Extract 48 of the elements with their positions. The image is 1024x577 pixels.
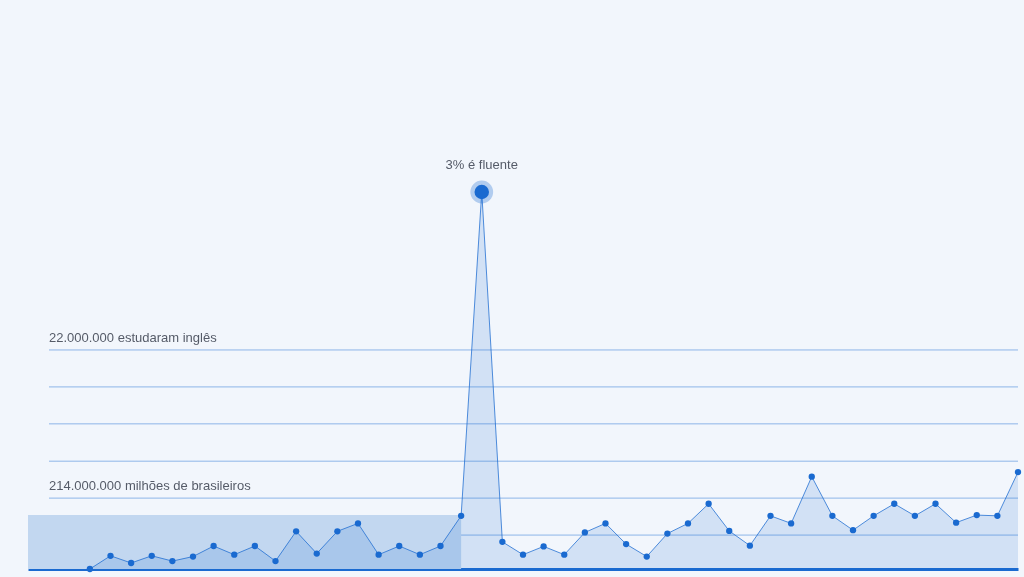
annotation: 3% é fluente bbox=[445, 157, 518, 172]
point bbox=[86, 565, 94, 573]
point bbox=[746, 542, 754, 549]
point bbox=[292, 528, 300, 535]
point bbox=[891, 500, 898, 507]
point bbox=[994, 512, 1001, 519]
point bbox=[354, 520, 362, 527]
point bbox=[107, 552, 114, 559]
point bbox=[643, 553, 650, 560]
point bbox=[396, 542, 403, 550]
point bbox=[231, 551, 238, 558]
point bbox=[127, 559, 135, 567]
point bbox=[849, 527, 857, 534]
ref-line-label: 214.000.000 milhões de brasileiros bbox=[49, 478, 252, 494]
point bbox=[911, 512, 919, 519]
point bbox=[437, 542, 444, 550]
point bbox=[189, 553, 197, 560]
point bbox=[334, 528, 341, 535]
point bbox=[787, 520, 795, 527]
point bbox=[561, 551, 568, 558]
point bbox=[519, 551, 527, 558]
point bbox=[973, 511, 980, 519]
point bbox=[148, 552, 155, 559]
point bbox=[457, 512, 465, 519]
ref-line-label: 22.000.000 estudaram inglês bbox=[49, 329, 218, 345]
point bbox=[313, 550, 320, 557]
point bbox=[726, 527, 733, 535]
point bbox=[210, 542, 217, 550]
point bbox=[829, 512, 836, 519]
point bbox=[602, 520, 609, 527]
point bbox=[664, 530, 671, 537]
point bbox=[272, 557, 279, 565]
point bbox=[622, 540, 630, 548]
point bbox=[705, 500, 712, 507]
point bbox=[375, 551, 382, 558]
point bbox=[870, 512, 877, 519]
point bbox=[169, 557, 176, 565]
point bbox=[540, 543, 547, 550]
point bbox=[808, 473, 815, 480]
point bbox=[767, 512, 774, 519]
point bbox=[499, 538, 506, 546]
point bbox=[684, 520, 692, 527]
point bbox=[952, 519, 960, 526]
point bbox=[932, 500, 939, 507]
point bbox=[251, 542, 259, 550]
point bbox=[581, 529, 589, 536]
point bbox=[416, 551, 424, 558]
point bbox=[1014, 468, 1022, 476]
